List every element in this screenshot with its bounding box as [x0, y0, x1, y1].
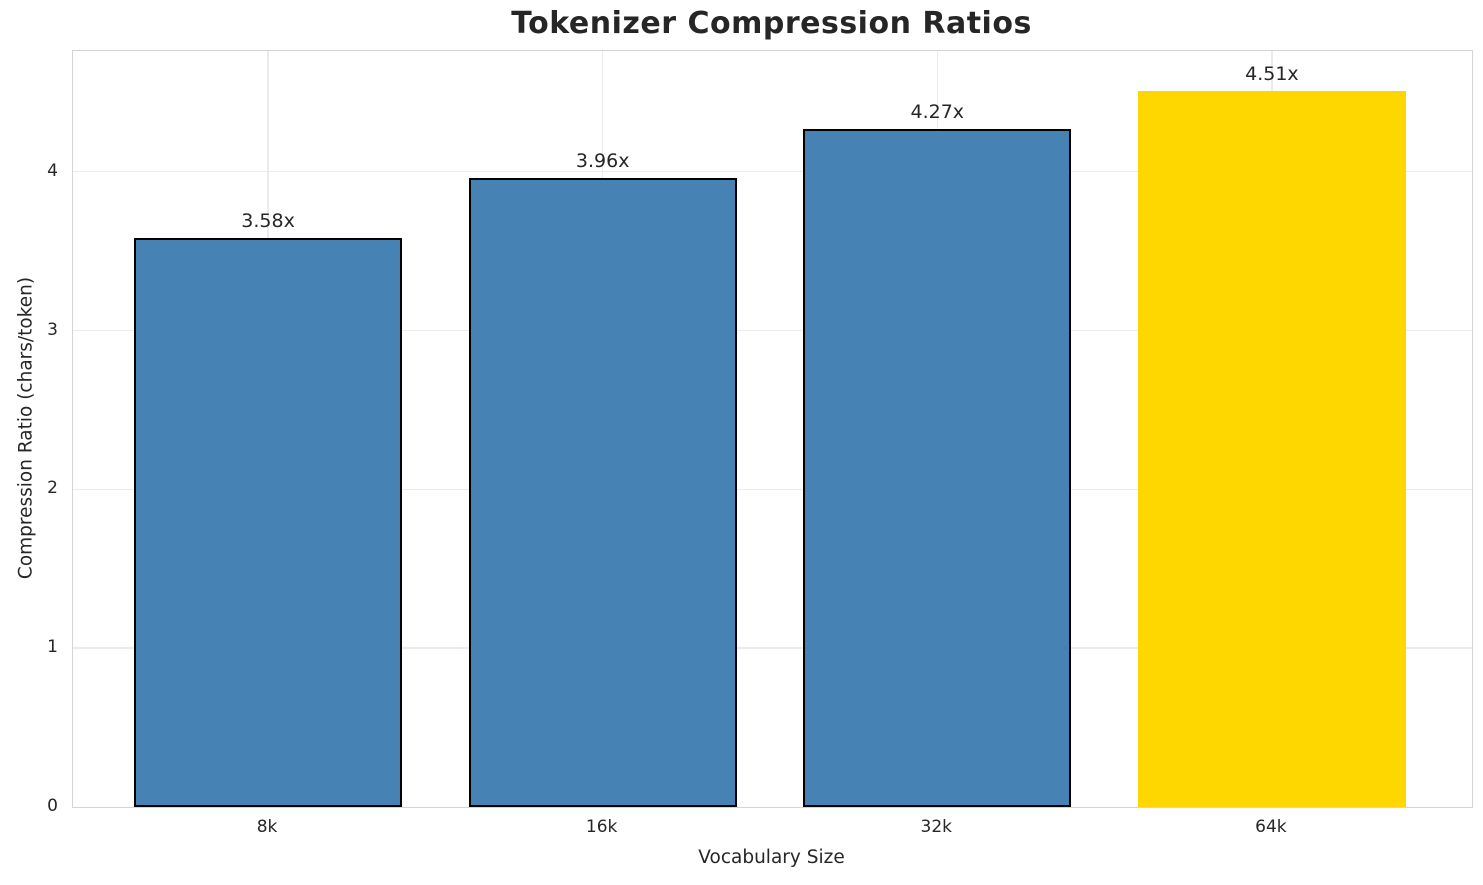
plot-area: 3.58x 3.96x 4.27x 4.51x: [72, 50, 1473, 808]
y-tick-label: 0: [47, 796, 58, 816]
x-tick-label: 16k: [585, 817, 618, 837]
bar-64k: [1138, 90, 1406, 807]
bar-value-label: 4.51x: [1245, 62, 1299, 85]
y-tick-label: 2: [47, 478, 58, 499]
h-gridline: [73, 170, 1472, 173]
bar-value-label: 4.27x: [910, 100, 965, 123]
h-gridline: [73, 488, 1472, 491]
y-tick-label: 3: [47, 319, 58, 340]
bar-value-label: 3.58x: [241, 210, 295, 233]
x-axis-label: Vocabulary Size: [698, 847, 845, 868]
bar-8k: [134, 238, 402, 807]
chart-title: Tokenizer Compression Ratios: [511, 6, 1032, 41]
x-tick-label: 32k: [920, 817, 953, 837]
h-gridline: [73, 647, 1472, 649]
bar-value-label: 3.96x: [575, 150, 630, 173]
bar-32k: [803, 128, 1072, 807]
x-tick-label: 8k: [256, 817, 278, 837]
x-tick-label: 64k: [1255, 817, 1287, 837]
y-tick-label: 4: [47, 160, 58, 181]
h-gridline: [73, 329, 1472, 332]
bar-16k: [468, 178, 737, 807]
y-tick-label: 1: [47, 637, 58, 658]
